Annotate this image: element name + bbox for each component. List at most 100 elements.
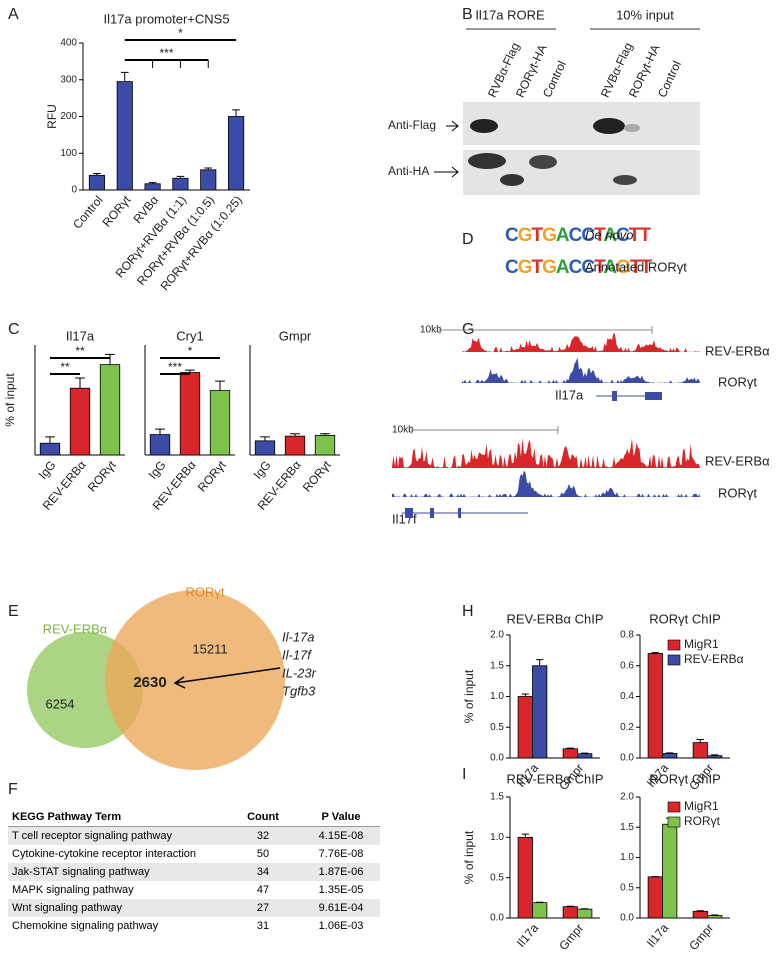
significance-mark: * bbox=[188, 344, 193, 358]
y-tick-label: 100 bbox=[60, 148, 77, 159]
bar bbox=[692, 910, 708, 919]
x-tick-label: RORγt bbox=[195, 457, 229, 494]
y-tick-label: 0.0 bbox=[490, 753, 504, 764]
venn-set-label: RORγt bbox=[186, 584, 225, 599]
bar bbox=[99, 364, 121, 456]
x-tick-label: Gmpr bbox=[556, 921, 586, 953]
chart-title: Il17a promoter+CNS5 bbox=[103, 11, 229, 26]
bar bbox=[179, 372, 201, 456]
bar bbox=[39, 442, 61, 456]
significance-mark: * bbox=[178, 26, 183, 40]
error-bar bbox=[232, 109, 240, 117]
table-header-row: KEGG Pathway Term Count P Value bbox=[8, 808, 380, 827]
x-tick-label: Il17a bbox=[514, 921, 542, 950]
panel-label: I bbox=[462, 766, 466, 783]
chart-title: RORγt ChIP bbox=[649, 611, 721, 626]
error-bar bbox=[651, 652, 659, 654]
error-bar bbox=[536, 659, 544, 666]
error-bar bbox=[105, 353, 115, 365]
error-bar bbox=[711, 754, 719, 756]
table-cell: 1.06E-03 bbox=[318, 920, 364, 932]
bar bbox=[647, 876, 663, 919]
blot-band bbox=[500, 174, 524, 186]
y-tick-label: 0.5 bbox=[620, 882, 634, 893]
x-tick-label: Il17a bbox=[644, 921, 672, 950]
table-row: Jak-STAT signaling pathway 34 1.87E-06 bbox=[8, 863, 380, 881]
exon bbox=[612, 391, 617, 401]
scale-bar bbox=[411, 426, 559, 434]
y-tick-label: 0.0 bbox=[620, 913, 634, 924]
table-cell: 1.35E-05 bbox=[318, 884, 364, 896]
bar bbox=[116, 81, 133, 191]
error-bar bbox=[566, 747, 574, 749]
gene-name: IL-23r bbox=[282, 665, 317, 680]
error-bar bbox=[320, 433, 330, 436]
bar bbox=[577, 908, 593, 919]
error-bar bbox=[260, 436, 270, 441]
table-cell: Wnt signaling pathway bbox=[8, 899, 224, 917]
error-bar bbox=[45, 436, 55, 444]
y-tick-label: 0.6 bbox=[620, 660, 634, 671]
y-tick-label: 0.0 bbox=[620, 753, 634, 764]
bar bbox=[228, 116, 245, 191]
bar bbox=[577, 753, 593, 759]
error-bar bbox=[521, 833, 529, 838]
table-header: KEGG Pathway Term bbox=[8, 808, 224, 827]
error-bar bbox=[148, 182, 157, 184]
scale-label: 10kb bbox=[420, 325, 442, 336]
bar bbox=[692, 742, 708, 759]
arrow bbox=[173, 667, 281, 689]
chart-title: Il17a bbox=[66, 328, 95, 343]
panel-label: C bbox=[8, 321, 20, 338]
x-tick-label: RORγt bbox=[100, 192, 134, 229]
lane-label: Control bbox=[540, 59, 569, 100]
blot-band bbox=[613, 175, 637, 185]
signal-track bbox=[462, 332, 700, 352]
error-bar bbox=[155, 428, 165, 435]
venn-count: 6254 bbox=[46, 696, 75, 711]
bar bbox=[209, 390, 231, 456]
exon bbox=[645, 392, 662, 400]
error-bar bbox=[696, 739, 704, 743]
bar bbox=[662, 823, 678, 919]
bar bbox=[149, 434, 171, 456]
significance-mark: ** bbox=[75, 344, 85, 358]
table-row: Cytokine-cytokine receptor interaction 50… bbox=[8, 845, 380, 863]
y-tick-label: 0.5 bbox=[490, 872, 504, 883]
blot-row-label: Anti-Flag bbox=[388, 118, 436, 132]
table-header: Count bbox=[224, 808, 302, 827]
blot-row-label: Anti-HA bbox=[388, 164, 429, 178]
panel-label: D bbox=[462, 231, 474, 248]
legend-label: REV-ERBα bbox=[684, 652, 744, 666]
y-tick-label: 300 bbox=[60, 74, 77, 85]
y-tick-label: 1.0 bbox=[490, 691, 504, 702]
table-cell: 34 bbox=[224, 863, 302, 881]
bar bbox=[562, 906, 578, 919]
track-label: RORγt bbox=[718, 374, 757, 389]
error-bar bbox=[176, 175, 185, 179]
blot-band bbox=[529, 155, 557, 169]
table-cell: 7.76E-08 bbox=[318, 848, 364, 860]
blot-band bbox=[468, 153, 506, 169]
x-tick-label: RORγt bbox=[85, 457, 119, 494]
table-cell: 32 bbox=[224, 826, 302, 845]
table-cell: T cell receptor signaling pathway bbox=[8, 826, 224, 845]
chart-title: RORγt ChIP bbox=[649, 771, 721, 786]
table-cell: 27 bbox=[224, 899, 302, 917]
legend-label: MigR1 bbox=[684, 799, 719, 813]
y-tick-label: 0.4 bbox=[620, 691, 634, 702]
bar bbox=[517, 696, 533, 759]
table-cell: 9.61E-04 bbox=[302, 899, 380, 917]
bar bbox=[707, 915, 723, 919]
table-cell: 31 bbox=[256, 920, 270, 932]
signal-track bbox=[462, 357, 700, 383]
table-row: Wnt signaling pathway 27 9.61E-04 bbox=[8, 899, 380, 917]
signal-track bbox=[392, 470, 700, 497]
significance-mark: *** bbox=[168, 360, 182, 374]
error-bar bbox=[75, 377, 85, 389]
gene-name: Il-17f bbox=[282, 647, 312, 662]
legend-swatch bbox=[667, 801, 681, 813]
bar bbox=[69, 387, 91, 456]
blot-header: Il17a RORE bbox=[475, 7, 545, 22]
